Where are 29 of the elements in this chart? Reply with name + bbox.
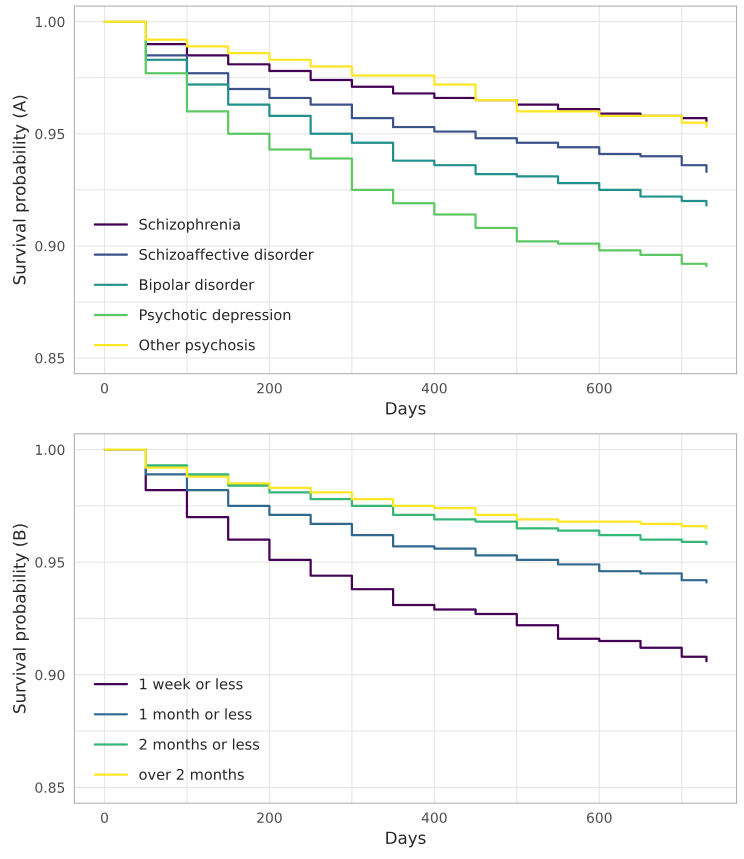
- y-tick-label: 0.95: [35, 557, 64, 568]
- x-tick-label: 400: [422, 382, 447, 394]
- y-tick-label: 0.85: [35, 352, 64, 364]
- legend-label: Schizophrenia: [140, 218, 240, 233]
- legend-label: 2 months or less: [140, 738, 260, 750]
- y-axis-title: Survival probability (A): [12, 96, 29, 284]
- y-tick-label: 1.00: [36, 444, 64, 456]
- legend-label: 1 week or less: [140, 678, 242, 690]
- legend-label: Other psychosis: [139, 339, 255, 354]
- legend-label: Psychotic depression: [140, 308, 290, 324]
- legend-label: over 2 months: [139, 768, 244, 780]
- x-axis-title: Days: [386, 832, 426, 848]
- x-tick-label: 200: [257, 382, 282, 394]
- x-tick-label: 400: [422, 812, 447, 823]
- y-tick-label: 0.90: [35, 670, 64, 680]
- x-tick-label: 0: [100, 382, 108, 394]
- y-axis-title: Survival probability (B): [12, 524, 29, 713]
- x-axis-title: Days: [386, 402, 426, 418]
- y-tick-label: 0.95: [35, 128, 64, 140]
- x-tick-label: 0: [100, 812, 108, 823]
- y-tick-label: 0.90: [35, 240, 64, 252]
- y-tick-label: 1.00: [36, 16, 64, 28]
- x-tick-label: 600: [586, 812, 612, 823]
- y-tick-label: 0.85: [35, 782, 64, 793]
- x-tick-label: 600: [586, 382, 612, 394]
- legend-label: 1 month or less: [140, 708, 252, 720]
- legend-label: Schizoaffective disorder: [140, 248, 314, 260]
- legend-label: Bipolar disorder: [140, 278, 254, 293]
- x-tick-label: 200: [257, 812, 282, 823]
